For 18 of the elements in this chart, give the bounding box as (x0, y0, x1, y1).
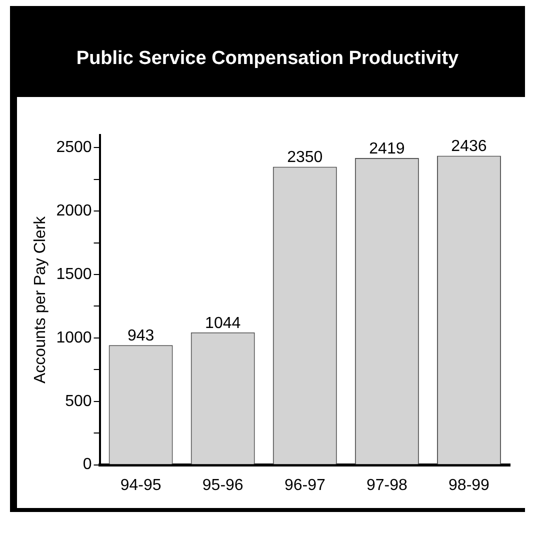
x-tick-label: 95-96 (202, 476, 244, 494)
x-tick-label: 97-98 (366, 476, 408, 494)
y-axis-title: Accounts per Pay Clerk (32, 215, 50, 384)
y-tick-label: 500 (65, 392, 92, 410)
x-tick-label: 94-95 (120, 476, 162, 494)
data-label: 2350 (287, 149, 323, 166)
y-tick-label: 0 (82, 456, 92, 474)
chart-title: Public Service Compensation Productivity (75, 47, 460, 71)
data-label: 2436 (451, 138, 487, 156)
data-label: 943 (127, 328, 154, 345)
y-tick-label: 1000 (56, 329, 92, 346)
y-tick-label: 2500 (56, 139, 92, 156)
x-tick-label: 96-97 (284, 476, 326, 494)
x-tick-label: 98-99 (448, 476, 490, 494)
data-label: 1044 (205, 314, 241, 332)
y-tick-label: 1500 (56, 266, 92, 283)
data-label: 2419 (369, 140, 405, 158)
y-tick-label: 2000 (56, 202, 92, 220)
